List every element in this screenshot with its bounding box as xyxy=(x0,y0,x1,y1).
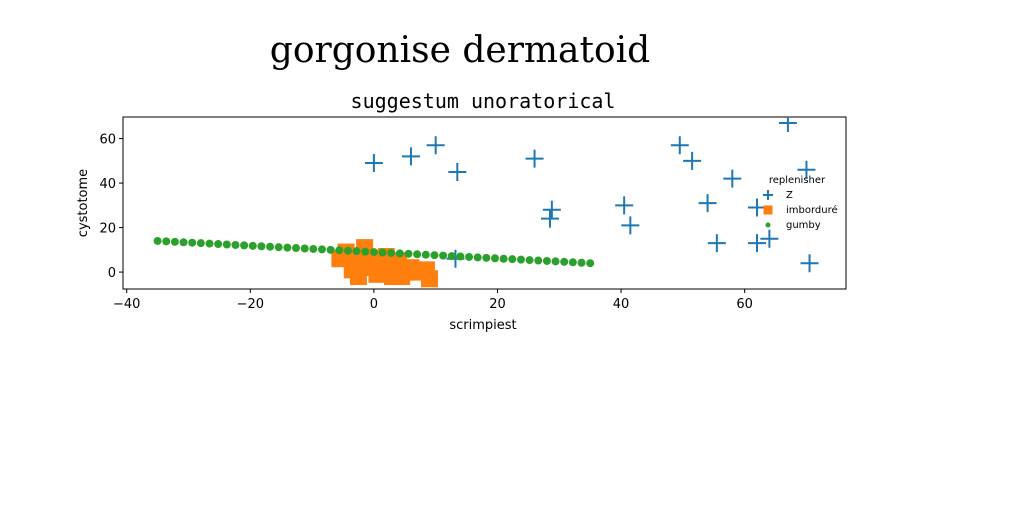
point-z xyxy=(426,136,445,155)
point-gumby xyxy=(421,250,430,259)
point-gumby xyxy=(352,247,361,256)
point-gumby xyxy=(447,252,456,261)
point-gumby xyxy=(404,249,413,258)
point-gumby xyxy=(240,241,249,250)
legend-marker xyxy=(763,205,773,215)
y-tick-label: 0 xyxy=(108,266,116,281)
legend-label: gumby xyxy=(786,220,821,231)
y-tick-label: 60 xyxy=(99,133,116,148)
point-gumby xyxy=(430,251,439,260)
point-gumby xyxy=(465,252,474,261)
point-gumby xyxy=(248,241,257,250)
point-imbordur- xyxy=(382,260,400,278)
legend-label: Z xyxy=(786,190,793,201)
scatter-plot: −40 −20 0 20 40 60 0 20 40 60 xyxy=(99,116,847,312)
x-tick-label: −20 xyxy=(237,297,264,312)
point-gumby xyxy=(378,248,387,257)
point-gumby xyxy=(196,239,205,248)
point-z xyxy=(670,136,689,155)
point-gumby xyxy=(317,245,326,254)
point-gumby xyxy=(214,240,223,249)
y-tick-label: 20 xyxy=(99,222,116,237)
point-z xyxy=(778,117,797,133)
point-gumby xyxy=(577,258,586,267)
point-gumby xyxy=(266,242,275,251)
point-gumby xyxy=(413,250,422,259)
point-gumby xyxy=(516,255,525,264)
point-gumby xyxy=(361,247,370,256)
point-z xyxy=(748,234,767,253)
legend-title: replenisher xyxy=(769,175,826,186)
point-gumby xyxy=(153,236,162,245)
point-gumby xyxy=(335,246,344,255)
point-z xyxy=(525,149,544,168)
point-gumby xyxy=(439,251,448,260)
point-z xyxy=(683,151,702,170)
point-gumby xyxy=(482,253,491,262)
x-tick-label: 0 xyxy=(370,297,378,312)
x-tick-label: 20 xyxy=(489,297,506,312)
point-gumby xyxy=(508,255,517,264)
axes-frame xyxy=(122,116,847,290)
point-z xyxy=(621,216,640,235)
x-axis-label: scrimpiest xyxy=(449,318,516,333)
point-gumby xyxy=(568,258,577,267)
point-gumby xyxy=(309,244,318,253)
point-gumby xyxy=(456,252,465,261)
point-gumby xyxy=(499,254,508,263)
point-z xyxy=(542,200,561,219)
legend-marker xyxy=(765,222,771,228)
x-tick-label: 60 xyxy=(736,297,753,312)
y-axis-label: cystotome xyxy=(76,169,91,237)
point-z xyxy=(401,147,420,166)
figure-suptitle: gorgonise dermatoid xyxy=(270,30,650,71)
point-z xyxy=(760,229,779,248)
legend-marker xyxy=(763,190,773,200)
point-gumby xyxy=(179,238,188,247)
plot-area xyxy=(153,117,819,288)
point-z xyxy=(707,234,726,253)
point-gumby xyxy=(274,243,283,252)
point-gumby xyxy=(300,244,309,253)
point-gumby xyxy=(283,243,292,252)
point-gumby xyxy=(343,246,352,255)
point-z xyxy=(541,209,560,228)
point-gumby xyxy=(534,256,543,265)
point-imbordur- xyxy=(417,261,435,279)
point-gumby xyxy=(560,257,569,266)
point-gumby xyxy=(257,242,266,251)
point-gumby xyxy=(491,254,500,263)
point-gumby xyxy=(231,240,240,249)
point-gumby xyxy=(542,256,551,265)
point-gumby xyxy=(525,256,534,265)
y-tick-label: 40 xyxy=(99,177,116,192)
point-gumby xyxy=(222,240,231,249)
point-gumby xyxy=(188,238,197,247)
point-z xyxy=(748,198,767,217)
point-gumby xyxy=(551,257,560,266)
axes-title: suggestum unoratorical xyxy=(351,89,616,113)
x-tick-label: −40 xyxy=(113,297,140,312)
point-z xyxy=(448,162,467,181)
x-tick-label: 40 xyxy=(613,297,630,312)
point-gumby xyxy=(205,239,214,248)
point-gumby xyxy=(292,244,301,253)
point-gumby xyxy=(162,237,171,246)
point-gumby xyxy=(170,237,179,246)
point-z xyxy=(364,154,383,173)
point-gumby xyxy=(326,245,335,254)
point-gumby xyxy=(369,248,378,257)
point-z xyxy=(797,160,816,179)
point-gumby xyxy=(473,253,482,262)
point-gumby xyxy=(395,249,404,258)
point-gumby xyxy=(586,259,595,268)
point-z xyxy=(723,169,742,188)
point-z xyxy=(698,194,717,213)
point-z xyxy=(800,254,819,273)
point-z xyxy=(615,196,634,215)
legend-label: imborduré xyxy=(786,204,838,216)
point-gumby xyxy=(387,248,396,257)
